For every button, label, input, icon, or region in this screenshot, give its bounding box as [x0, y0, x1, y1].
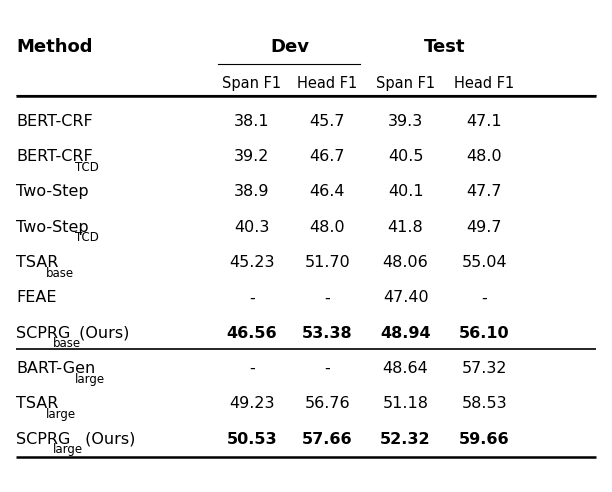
Text: 48.06: 48.06 [382, 255, 428, 270]
Text: Span F1: Span F1 [222, 76, 282, 91]
Text: 39.3: 39.3 [388, 114, 424, 129]
Text: TCD: TCD [75, 161, 99, 174]
Text: -: - [249, 361, 255, 376]
Text: 40.3: 40.3 [234, 220, 269, 235]
Text: 48.94: 48.94 [380, 326, 431, 341]
Text: 53.38: 53.38 [302, 326, 353, 341]
Text: SCPRG: SCPRG [17, 431, 70, 447]
Text: 51.70: 51.70 [304, 255, 350, 270]
Text: 41.8: 41.8 [388, 220, 424, 235]
Text: Dev: Dev [270, 38, 309, 56]
Text: -: - [324, 290, 330, 306]
Text: base: base [45, 267, 73, 280]
Text: BART-Gen: BART-Gen [17, 361, 95, 376]
Text: 46.56: 46.56 [226, 326, 277, 341]
Text: BERT-CRF: BERT-CRF [17, 114, 93, 129]
Text: 40.1: 40.1 [388, 184, 424, 199]
Text: 45.7: 45.7 [310, 114, 345, 129]
Text: 48.64: 48.64 [382, 361, 428, 376]
Text: 38.9: 38.9 [234, 184, 269, 199]
Text: (Ours): (Ours) [74, 326, 130, 341]
Text: 47.40: 47.40 [382, 290, 428, 306]
Text: 40.5: 40.5 [388, 149, 424, 164]
Text: 46.7: 46.7 [310, 149, 345, 164]
Text: Two-Step: Two-Step [17, 184, 89, 199]
Text: 38.1: 38.1 [234, 114, 269, 129]
Text: Method: Method [17, 38, 93, 56]
Text: SCPRG: SCPRG [17, 326, 70, 341]
Text: TSAR: TSAR [17, 397, 59, 411]
Text: 50.53: 50.53 [226, 431, 277, 447]
Text: TSAR: TSAR [17, 255, 59, 270]
Text: 51.18: 51.18 [382, 397, 428, 411]
Text: 57.32: 57.32 [461, 361, 507, 376]
Text: large: large [53, 443, 83, 456]
Text: Span F1: Span F1 [376, 76, 435, 91]
Text: base: base [53, 338, 81, 350]
Text: 56.10: 56.10 [459, 326, 509, 341]
Text: 48.0: 48.0 [466, 149, 502, 164]
Text: 49.23: 49.23 [229, 397, 274, 411]
Text: 58.53: 58.53 [461, 397, 507, 411]
Text: 52.32: 52.32 [380, 431, 431, 447]
Text: Two-Step: Two-Step [17, 220, 89, 235]
Text: -: - [324, 361, 330, 376]
Text: 57.66: 57.66 [302, 431, 353, 447]
Text: Test: Test [424, 38, 466, 56]
Text: 39.2: 39.2 [234, 149, 269, 164]
Text: 45.23: 45.23 [229, 255, 274, 270]
Text: 47.1: 47.1 [466, 114, 502, 129]
Text: 56.76: 56.76 [304, 397, 350, 411]
Text: 46.4: 46.4 [310, 184, 345, 199]
Text: FEAE: FEAE [17, 290, 57, 306]
Text: -: - [249, 290, 255, 306]
Text: Head F1: Head F1 [297, 76, 357, 91]
Text: TCD: TCD [75, 231, 99, 245]
Text: Head F1: Head F1 [454, 76, 514, 91]
Text: BERT-CRF: BERT-CRF [17, 149, 93, 164]
Text: 49.7: 49.7 [466, 220, 502, 235]
Text: 59.66: 59.66 [459, 431, 509, 447]
Text: large: large [75, 372, 105, 386]
Text: large: large [45, 408, 75, 421]
Text: -: - [481, 290, 487, 306]
Text: 48.0: 48.0 [309, 220, 345, 235]
Text: (Ours): (Ours) [80, 431, 135, 447]
Text: 47.7: 47.7 [466, 184, 502, 199]
Text: 55.04: 55.04 [461, 255, 507, 270]
